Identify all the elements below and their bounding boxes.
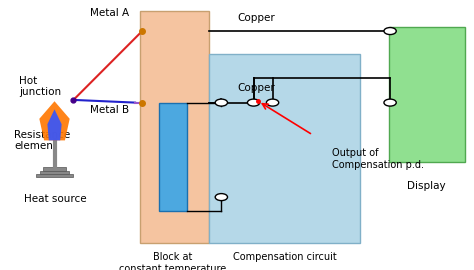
Text: Compensation circuit: Compensation circuit <box>233 252 336 262</box>
Circle shape <box>384 99 396 106</box>
Circle shape <box>247 99 260 106</box>
Bar <box>159 103 187 211</box>
Text: Copper: Copper <box>237 83 275 93</box>
Text: Heat source: Heat source <box>24 194 86 204</box>
Polygon shape <box>39 101 70 140</box>
Bar <box>36 174 73 177</box>
Text: Metal B: Metal B <box>90 105 129 115</box>
Text: Block at
constant temperature: Block at constant temperature <box>119 252 227 270</box>
Bar <box>40 171 69 174</box>
Bar <box>43 167 66 171</box>
Text: Hot
junction: Hot junction <box>19 76 61 97</box>
Circle shape <box>266 99 279 106</box>
Text: Display: Display <box>407 181 446 191</box>
Text: Metal A: Metal A <box>90 8 129 18</box>
Bar <box>209 54 360 243</box>
Polygon shape <box>47 109 62 140</box>
Circle shape <box>384 28 396 35</box>
Circle shape <box>215 194 228 201</box>
Circle shape <box>215 99 228 106</box>
Text: Resistance
element: Resistance element <box>14 130 71 151</box>
Text: Output of
Compensation p.d.: Output of Compensation p.d. <box>332 148 424 170</box>
Bar <box>389 27 465 162</box>
Text: Copper: Copper <box>237 13 275 23</box>
Bar <box>140 11 209 243</box>
